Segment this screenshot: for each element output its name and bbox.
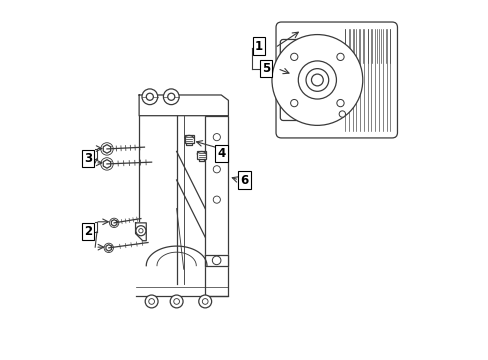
- Circle shape: [142, 89, 157, 105]
- FancyBboxPatch shape: [205, 116, 228, 296]
- Circle shape: [212, 256, 221, 265]
- FancyBboxPatch shape: [280, 40, 300, 121]
- FancyBboxPatch shape: [275, 22, 397, 138]
- Circle shape: [148, 298, 154, 304]
- Circle shape: [213, 166, 220, 173]
- Text: 6: 6: [240, 174, 248, 186]
- Circle shape: [271, 35, 362, 125]
- Text: 5: 5: [261, 62, 269, 75]
- Circle shape: [305, 69, 328, 91]
- Circle shape: [136, 226, 145, 236]
- Circle shape: [139, 229, 143, 233]
- Circle shape: [339, 111, 345, 117]
- Circle shape: [290, 99, 297, 107]
- Circle shape: [213, 196, 220, 203]
- Circle shape: [336, 99, 344, 107]
- FancyBboxPatch shape: [184, 135, 193, 143]
- Circle shape: [213, 134, 220, 141]
- Circle shape: [173, 298, 179, 304]
- Circle shape: [167, 93, 174, 100]
- Circle shape: [336, 53, 344, 60]
- Circle shape: [311, 74, 323, 86]
- Circle shape: [298, 61, 336, 99]
- Circle shape: [198, 295, 211, 308]
- Circle shape: [202, 298, 207, 304]
- Polygon shape: [205, 255, 228, 266]
- Text: 1: 1: [254, 40, 263, 53]
- Circle shape: [163, 89, 179, 105]
- Circle shape: [146, 93, 153, 100]
- Circle shape: [170, 295, 183, 308]
- Text: 2: 2: [84, 225, 92, 238]
- Text: 4: 4: [217, 147, 225, 160]
- Polygon shape: [135, 223, 146, 241]
- Text: 3: 3: [84, 152, 92, 165]
- FancyBboxPatch shape: [197, 151, 205, 159]
- Circle shape: [290, 53, 297, 60]
- Circle shape: [145, 295, 158, 308]
